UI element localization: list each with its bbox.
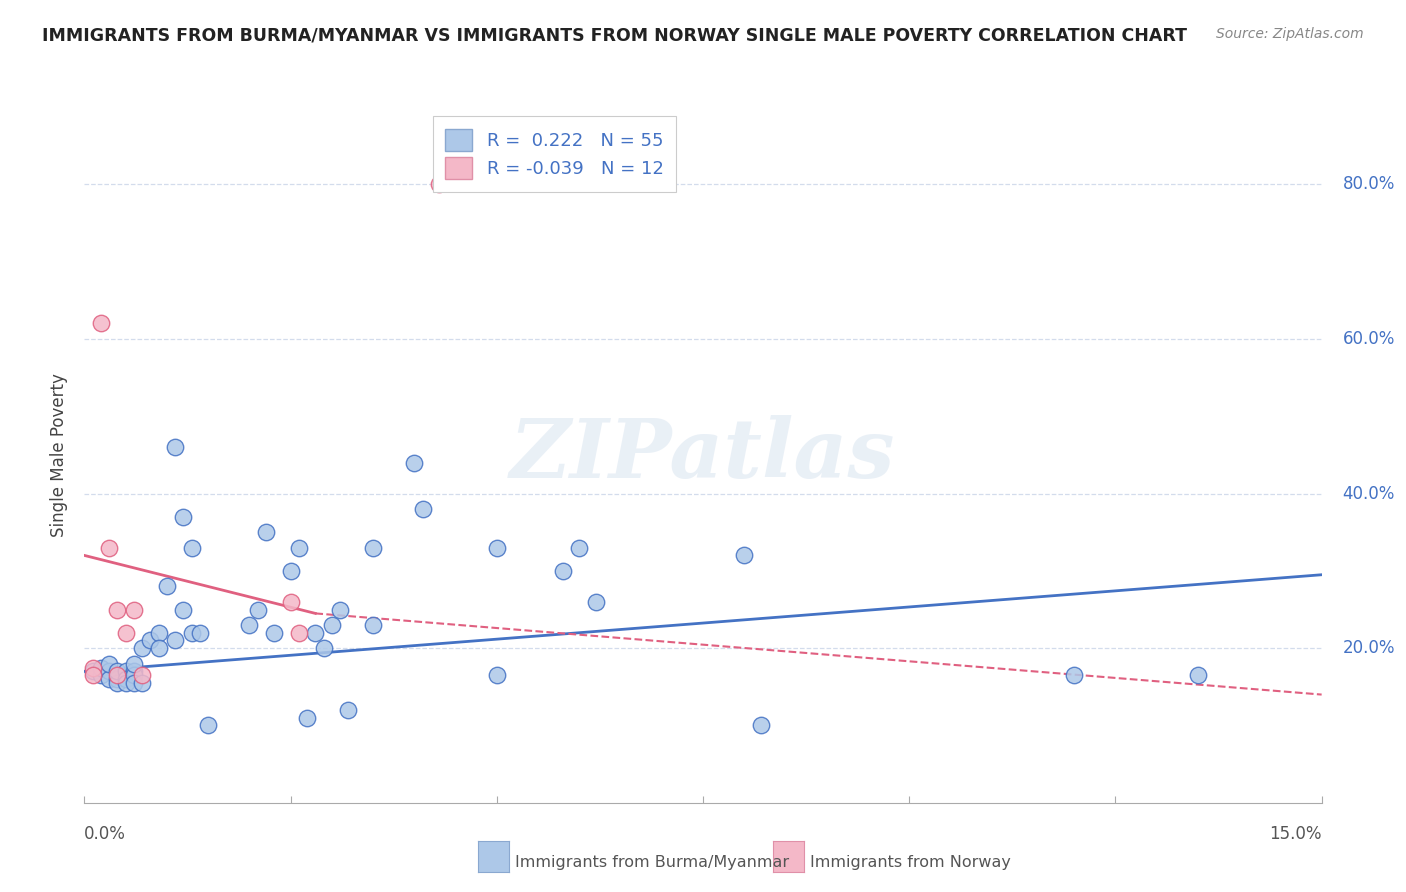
Point [295,711,318,725]
Point [122,676,145,690]
Point [427,178,450,192]
Point [246,602,269,616]
Point [122,602,145,616]
Point [172,509,194,524]
Point [329,602,352,616]
Point [82,665,104,679]
Point [485,668,508,682]
Point [361,541,384,555]
Point [98,672,121,686]
Point [304,625,326,640]
Point [156,579,179,593]
Text: 20.0%: 20.0% [1343,640,1395,657]
Point [105,676,128,690]
Point [197,718,219,732]
Point [114,625,136,640]
Point [568,541,591,555]
Point [105,602,128,616]
Point [131,641,153,656]
Point [312,641,335,656]
Point [98,657,121,671]
Text: Source: ZipAtlas.com: Source: ZipAtlas.com [1216,27,1364,41]
Point [114,676,136,690]
Point [114,672,136,686]
Text: ZIPatlas: ZIPatlas [510,415,896,495]
Point [551,564,574,578]
Point [263,625,285,640]
Point [337,703,360,717]
Point [148,641,170,656]
Text: Immigrants from Norway: Immigrants from Norway [810,855,1011,870]
Point [254,525,277,540]
Point [585,595,607,609]
Point [122,668,145,682]
Point [1063,668,1085,682]
Point [131,668,153,682]
Point [148,625,170,640]
Point [98,541,121,555]
Point [180,541,202,555]
Point [180,625,202,640]
Y-axis label: Single Male Poverty: Single Male Poverty [51,373,69,537]
Point [361,618,384,632]
Point [82,660,104,674]
Point [733,549,755,563]
Point [82,668,104,682]
Point [172,602,194,616]
Text: IMMIGRANTS FROM BURMA/MYANMAR VS IMMIGRANTS FROM NORWAY SINGLE MALE POVERTY CORR: IMMIGRANTS FROM BURMA/MYANMAR VS IMMIGRA… [42,27,1187,45]
Point [749,718,772,732]
Point [90,668,112,682]
Point [105,668,128,682]
Point [288,625,311,640]
Text: 80.0%: 80.0% [1343,176,1395,194]
Point [1187,668,1209,682]
Point [139,633,162,648]
Point [238,618,260,632]
Text: 0.0%: 0.0% [84,825,127,843]
Point [98,665,121,679]
Text: 15.0%: 15.0% [1270,825,1322,843]
Point [165,440,187,454]
Point [165,633,187,648]
Text: 60.0%: 60.0% [1343,330,1395,348]
Point [122,665,145,679]
Point [321,618,343,632]
Legend: R =  0.222   N = 55, R = -0.039   N = 12: R = 0.222 N = 55, R = -0.039 N = 12 [433,116,676,192]
Point [131,676,153,690]
Point [404,456,426,470]
Point [485,541,508,555]
Point [90,660,112,674]
Point [90,317,112,331]
Text: 40.0%: 40.0% [1343,484,1395,502]
Point [188,625,211,640]
Point [280,595,302,609]
Text: Immigrants from Burma/Myanmar: Immigrants from Burma/Myanmar [515,855,789,870]
Point [105,672,128,686]
Point [114,665,136,679]
Point [105,665,128,679]
Point [280,564,302,578]
Point [122,657,145,671]
Point [412,502,434,516]
Point [288,541,311,555]
